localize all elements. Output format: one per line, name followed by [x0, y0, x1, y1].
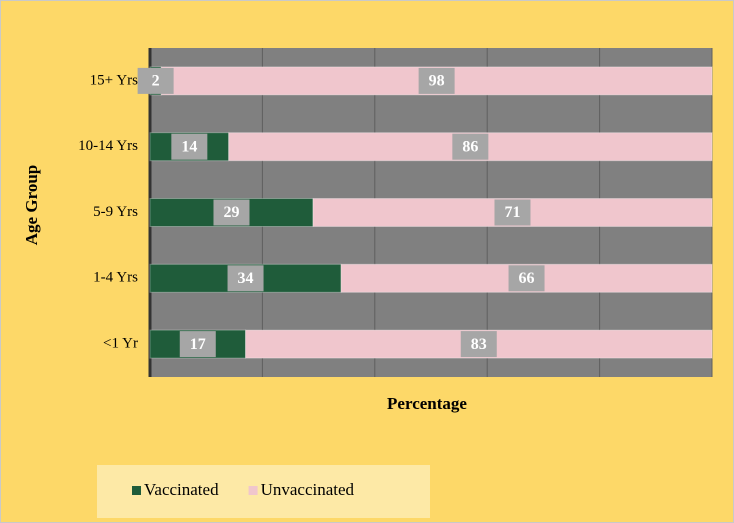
- legend-swatch: [248, 486, 258, 495]
- data-label: 98: [429, 73, 445, 90]
- data-label: 14: [181, 138, 197, 155]
- y-axis-title: Age Group: [22, 165, 41, 245]
- data-label-box: [171, 133, 208, 160]
- data-label: 17: [190, 336, 206, 353]
- y-tick-label: <1 Yr: [103, 336, 138, 352]
- legend-label: Unvaccinated: [261, 480, 355, 499]
- data-label: 34: [238, 270, 254, 287]
- y-tick-label: 10-14 Yrs: [78, 138, 138, 154]
- data-label: 83: [471, 336, 487, 353]
- y-tick-label: 1-4 Yrs: [93, 270, 138, 286]
- x-axis-title: Percentage: [387, 394, 467, 413]
- legend-swatch: [132, 486, 141, 495]
- data-label-box: [227, 265, 264, 292]
- data-label: 2: [152, 73, 160, 90]
- data-label-box: [418, 67, 455, 94]
- data-label: 86: [462, 138, 478, 155]
- data-label-box: [137, 67, 174, 94]
- data-label: 29: [223, 204, 239, 221]
- legend-label: Vaccinated: [144, 480, 219, 499]
- data-label-box: [508, 265, 545, 292]
- legend: Vaccinated Unvaccinated: [132, 480, 355, 499]
- data-label: 71: [504, 204, 520, 221]
- y-tick-label: 5-9 Yrs: [93, 204, 138, 220]
- y-tick-label: 15+ Yrs: [90, 72, 138, 88]
- data-label-box: [494, 199, 531, 226]
- data-label-box: [452, 133, 489, 160]
- data-label-box: [213, 199, 250, 226]
- legend-box: [97, 465, 430, 518]
- data-label-box: [179, 331, 216, 358]
- data-label: 66: [519, 270, 535, 287]
- data-label-box: [460, 331, 497, 358]
